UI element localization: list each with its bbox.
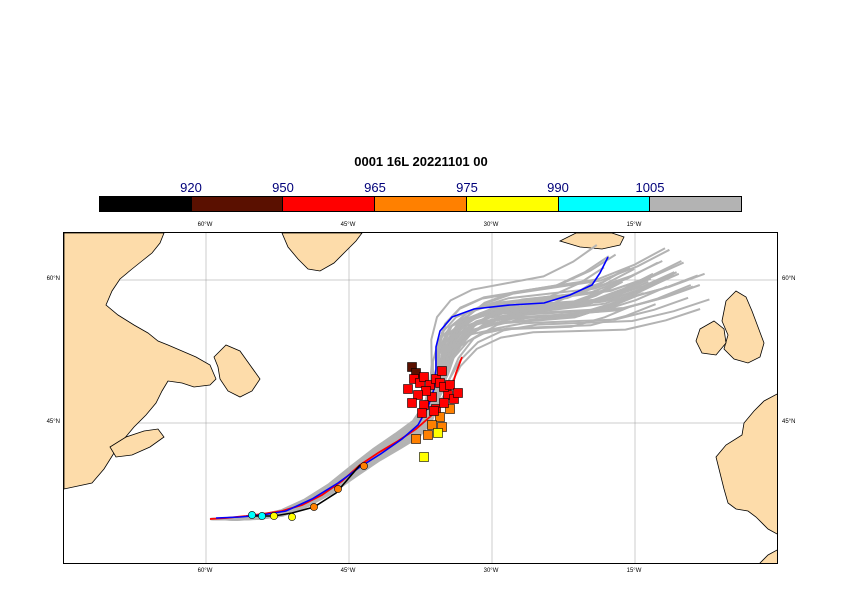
colorbar-swatch <box>558 197 651 211</box>
ensemble-track <box>209 244 598 520</box>
colorbar-label: 920 <box>180 180 202 195</box>
track-point <box>310 503 318 511</box>
lat-tick-label: 45°N <box>46 419 60 425</box>
ensemble-track <box>209 277 600 521</box>
end-position-marker <box>407 398 417 408</box>
end-position-marker <box>411 434 421 444</box>
lon-tick-label: 45°W <box>340 222 356 228</box>
end-position-marker <box>419 372 429 382</box>
lon-tick-label: 30°W <box>483 568 499 574</box>
track-point <box>288 513 296 521</box>
colorbar-label: 975 <box>456 180 478 195</box>
lon-tick-label: 15°W <box>626 222 642 228</box>
lon-tick-label: 15°W <box>626 568 642 574</box>
end-position-marker <box>419 452 429 462</box>
lon-tick-label: 60°W <box>197 568 213 574</box>
end-position-marker <box>445 380 455 390</box>
track-point <box>334 485 342 493</box>
colorbar-bar <box>99 196 742 212</box>
end-position-marker <box>419 400 429 410</box>
colorbar-swatch <box>375 197 467 211</box>
colorbar-swatch <box>650 197 742 211</box>
end-position-marker <box>429 406 439 416</box>
end-position-marker <box>427 420 437 430</box>
track-point <box>248 511 256 519</box>
end-position-marker <box>439 398 449 408</box>
map-title: 0001 16L 20221101 00 <box>354 154 488 169</box>
colorbar-swatch <box>191 197 284 211</box>
end-position-marker <box>433 428 443 438</box>
land <box>64 233 777 563</box>
lon-tick-label: 45°W <box>340 568 356 574</box>
end-position-marker <box>427 392 437 402</box>
track-map <box>63 232 778 564</box>
end-position-marker <box>435 412 445 422</box>
end-position-marker <box>437 366 447 376</box>
colorbar-swatch <box>100 197 192 211</box>
track-point <box>258 512 266 520</box>
ensemble-end-positions <box>403 362 463 462</box>
colorbar-label: 990 <box>547 180 569 195</box>
colorbar-label: 1005 <box>635 180 665 195</box>
end-position-marker <box>403 384 413 394</box>
ensemble-tracks <box>209 244 710 521</box>
map-canvas <box>64 233 777 563</box>
lat-tick-label: 60°N <box>46 276 60 282</box>
colorbar-swatch <box>466 197 559 211</box>
end-position-marker <box>453 388 463 398</box>
track-point <box>360 462 368 470</box>
lon-tick-label: 30°W <box>483 222 499 228</box>
end-position-marker <box>423 430 433 440</box>
end-position-marker <box>413 390 423 400</box>
lon-tick-label: 60°W <box>197 222 213 228</box>
end-position-marker <box>445 404 455 414</box>
colorbar-label: 965 <box>364 180 386 195</box>
colorbar-swatch <box>283 197 376 211</box>
lat-tick-label: 45°N <box>782 419 796 425</box>
observed-track-points <box>248 462 368 521</box>
end-position-marker <box>421 386 431 396</box>
track-point <box>270 512 278 520</box>
end-position-marker <box>417 408 427 418</box>
lat-tick-label: 60°N <box>782 276 796 282</box>
colorbar-label: 950 <box>272 180 294 195</box>
